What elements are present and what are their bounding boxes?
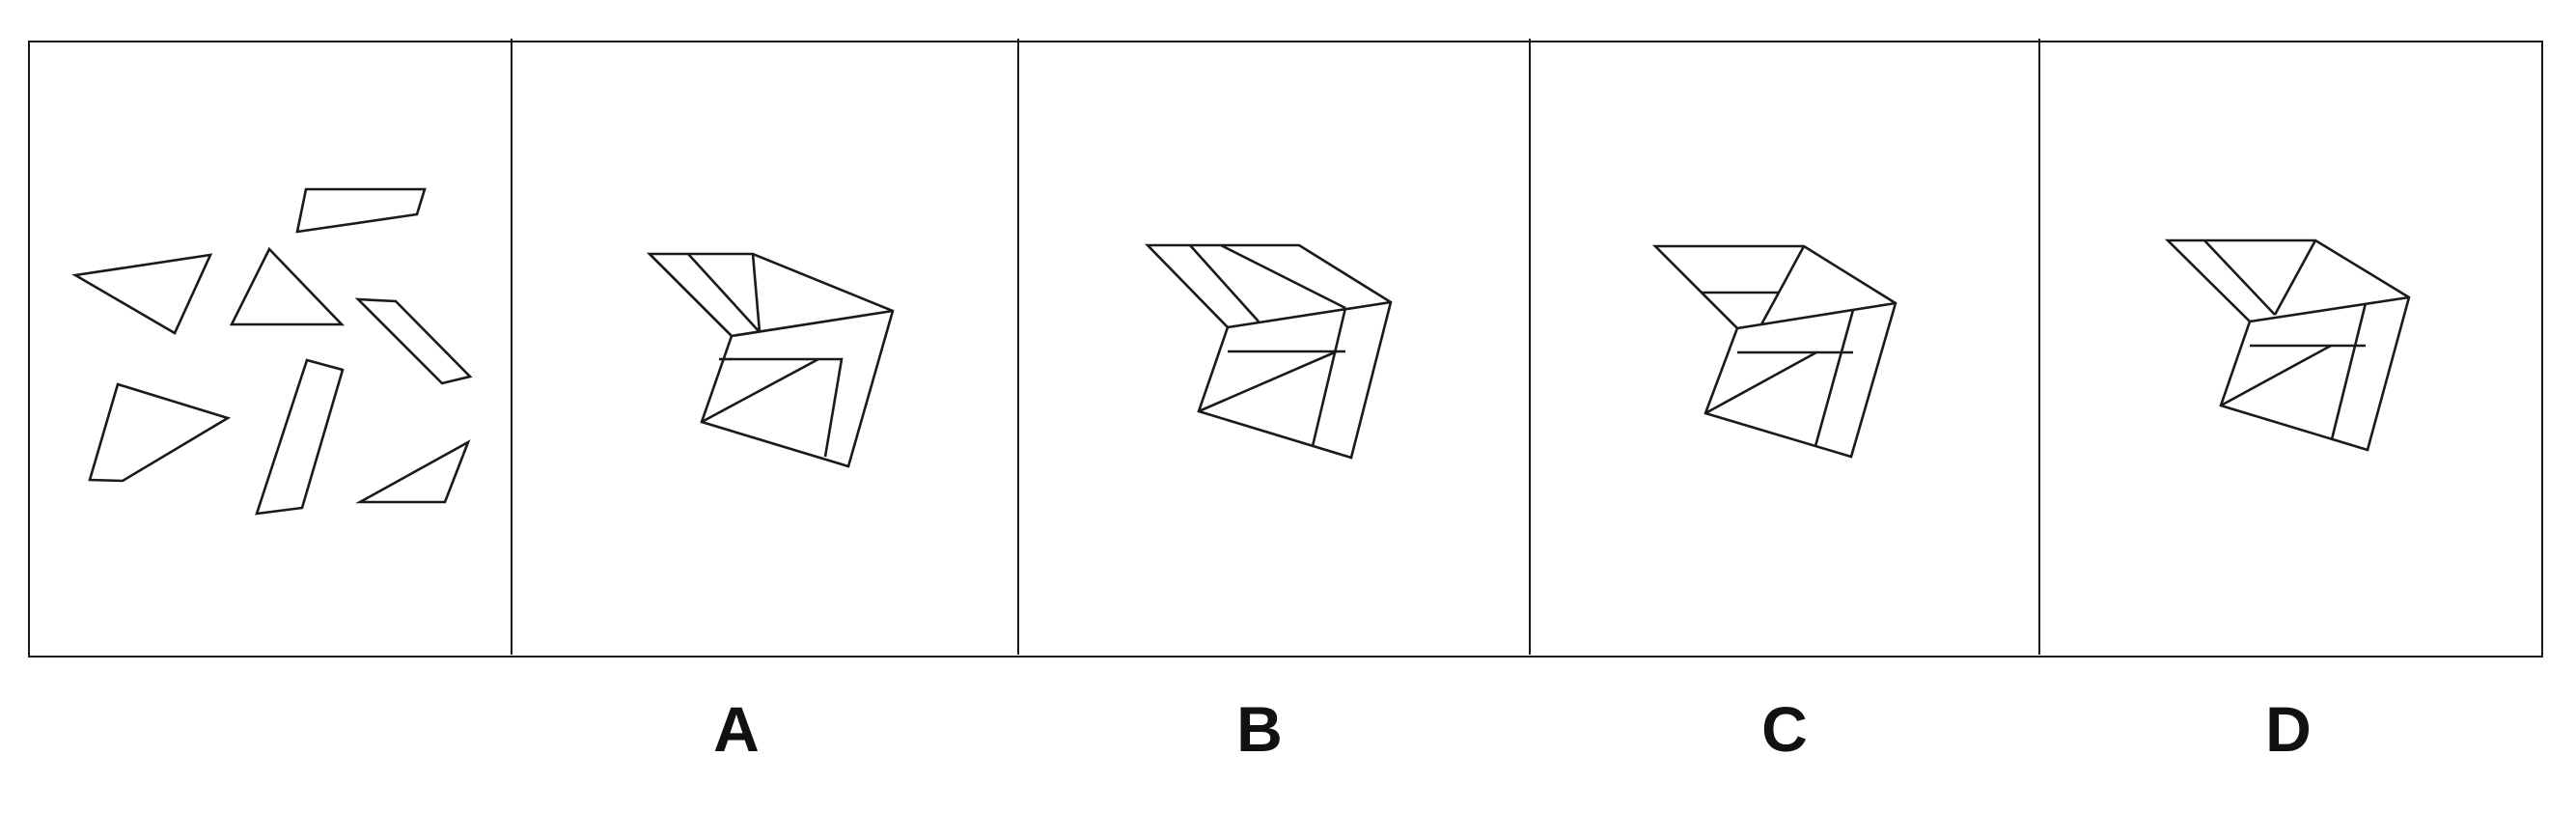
piece-left-triangle (75, 255, 210, 333)
piece-center-triangle (232, 249, 342, 324)
piece-quadrilateral (90, 384, 228, 481)
option-d-figure (2168, 240, 2409, 450)
option-c-figure (1655, 246, 1896, 457)
option-c-label[interactable]: C (1761, 693, 1808, 765)
option-b-figure (1148, 245, 1391, 458)
piece-parallelogram-top (297, 189, 425, 232)
option-d-label[interactable]: D (2265, 693, 2312, 765)
question-panel (75, 189, 470, 514)
piece-small-triangle (360, 442, 468, 502)
option-a-label[interactable]: A (713, 693, 760, 765)
piece-vertical-strip (257, 360, 343, 514)
option-b-label[interactable]: B (1236, 693, 1283, 765)
piece-slanted-strip (358, 299, 470, 383)
option-a-figure (650, 254, 893, 466)
